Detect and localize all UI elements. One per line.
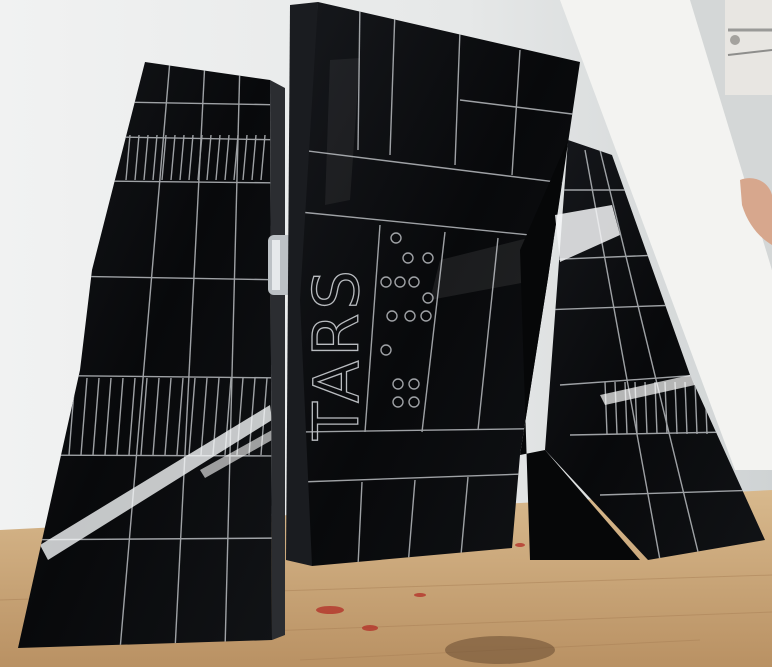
hand-icon bbox=[740, 178, 772, 245]
right-leg-panel bbox=[520, 140, 765, 560]
ceiling-area bbox=[725, 0, 772, 95]
table-stain bbox=[445, 636, 555, 664]
left-leg-panel bbox=[18, 62, 285, 648]
paint-stains bbox=[316, 543, 525, 631]
center-body: TARS bbox=[286, 2, 580, 566]
tars-engraved-text: TARS bbox=[300, 266, 373, 441]
white-board bbox=[560, 0, 772, 470]
